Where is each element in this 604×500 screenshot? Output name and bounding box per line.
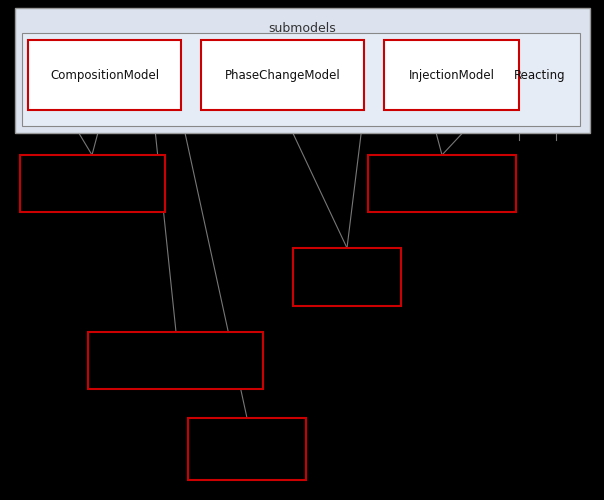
Text: Reacting: Reacting — [514, 68, 566, 82]
Bar — [22, 33, 580, 126]
Bar — [188, 418, 306, 480]
Bar — [201, 40, 364, 110]
Bar — [293, 248, 401, 306]
Text: CompositionModel: CompositionModel — [50, 68, 159, 82]
Text: InjectionModel: InjectionModel — [408, 68, 495, 82]
Text: PhaseChangeModel: PhaseChangeModel — [225, 68, 341, 82]
Bar — [384, 40, 519, 110]
Text: submodels: submodels — [268, 22, 336, 35]
Bar — [368, 155, 516, 212]
Bar — [15, 8, 590, 133]
Bar — [88, 332, 263, 389]
Bar — [20, 155, 165, 212]
Bar — [28, 40, 181, 110]
